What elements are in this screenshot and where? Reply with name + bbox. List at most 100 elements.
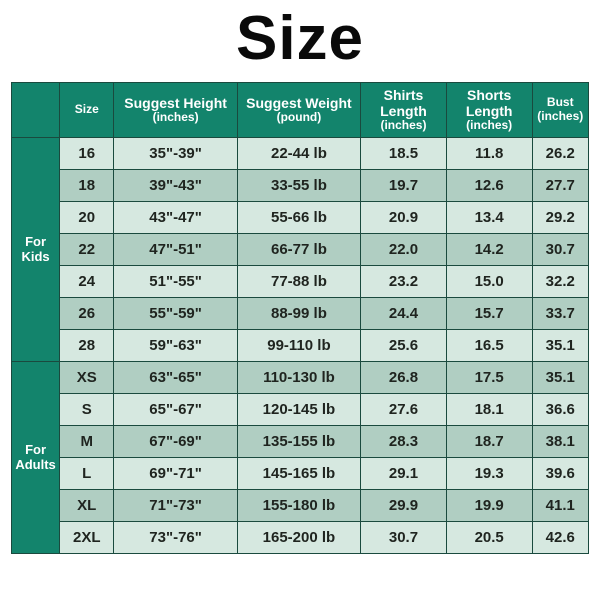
col-header-group bbox=[12, 83, 60, 138]
cell-short: 11.8 bbox=[446, 137, 532, 169]
table-row: 2247"-51"66-77 lb22.014.230.7 bbox=[12, 233, 589, 265]
cell-bust: 26.2 bbox=[532, 137, 588, 169]
cell-weight: 66-77 lb bbox=[237, 233, 360, 265]
cell-shirt: 25.6 bbox=[361, 329, 447, 361]
cell-height: 73"-76" bbox=[114, 521, 237, 553]
cell-bust: 29.2 bbox=[532, 201, 588, 233]
cell-short: 18.1 bbox=[446, 393, 532, 425]
page-title: Size bbox=[236, 3, 364, 74]
cell-height: 65"-67" bbox=[114, 393, 237, 425]
table-row: M67"-69"135-155 lb28.318.738.1 bbox=[12, 425, 589, 457]
cell-height: 35"-39" bbox=[114, 137, 237, 169]
cell-size: 26 bbox=[60, 297, 114, 329]
cell-height: 59"-63" bbox=[114, 329, 237, 361]
cell-size: 16 bbox=[60, 137, 114, 169]
table-row: 2859"-63"99-110 lb25.616.535.1 bbox=[12, 329, 589, 361]
table-row: ForAdultsXS63"-65"110-130 lb26.817.535.1 bbox=[12, 361, 589, 393]
table-row: 2451"-55"77-88 lb23.215.032.2 bbox=[12, 265, 589, 297]
table-row: XL71"-73"155-180 lb29.919.941.1 bbox=[12, 489, 589, 521]
cell-weight: 135-155 lb bbox=[237, 425, 360, 457]
col-header-weight: Suggest Weight(pound) bbox=[237, 83, 360, 138]
size-table-container: SizeSuggest Height(inches)Suggest Weight… bbox=[11, 82, 589, 554]
cell-short: 15.7 bbox=[446, 297, 532, 329]
cell-shirt: 29.9 bbox=[361, 489, 447, 521]
cell-weight: 33-55 lb bbox=[237, 169, 360, 201]
cell-short: 18.7 bbox=[446, 425, 532, 457]
cell-size: 18 bbox=[60, 169, 114, 201]
group-label: ForAdults bbox=[12, 361, 60, 553]
cell-size: 20 bbox=[60, 201, 114, 233]
col-header-size: Size bbox=[60, 83, 114, 138]
table-row: S65"-67"120-145 lb27.618.136.6 bbox=[12, 393, 589, 425]
cell-height: 51"-55" bbox=[114, 265, 237, 297]
col-header-shirt: Shirts Length(inches) bbox=[361, 83, 447, 138]
cell-short: 17.5 bbox=[446, 361, 532, 393]
cell-short: 19.3 bbox=[446, 457, 532, 489]
table-row: 2XL73"-76"165-200 lb30.720.542.6 bbox=[12, 521, 589, 553]
cell-bust: 32.2 bbox=[532, 265, 588, 297]
cell-weight: 77-88 lb bbox=[237, 265, 360, 297]
table-row: 2043"-47"55-66 lb20.913.429.2 bbox=[12, 201, 589, 233]
cell-shirt: 26.8 bbox=[361, 361, 447, 393]
table-row: 1839"-43"33-55 lb19.712.627.7 bbox=[12, 169, 589, 201]
cell-shirt: 20.9 bbox=[361, 201, 447, 233]
cell-weight: 22-44 lb bbox=[237, 137, 360, 169]
cell-bust: 33.7 bbox=[532, 297, 588, 329]
table-row: ForKids1635"-39"22-44 lb18.511.826.2 bbox=[12, 137, 589, 169]
cell-short: 19.9 bbox=[446, 489, 532, 521]
cell-short: 14.2 bbox=[446, 233, 532, 265]
cell-size: 22 bbox=[60, 233, 114, 265]
cell-size: 28 bbox=[60, 329, 114, 361]
cell-size: 2XL bbox=[60, 521, 114, 553]
cell-bust: 42.6 bbox=[532, 521, 588, 553]
cell-height: 55"-59" bbox=[114, 297, 237, 329]
cell-bust: 36.6 bbox=[532, 393, 588, 425]
cell-shirt: 22.0 bbox=[361, 233, 447, 265]
cell-bust: 41.1 bbox=[532, 489, 588, 521]
cell-short: 15.0 bbox=[446, 265, 532, 297]
cell-short: 12.6 bbox=[446, 169, 532, 201]
cell-bust: 38.1 bbox=[532, 425, 588, 457]
cell-shirt: 24.4 bbox=[361, 297, 447, 329]
col-header-short: Shorts Length(inches) bbox=[446, 83, 532, 138]
cell-weight: 155-180 lb bbox=[237, 489, 360, 521]
cell-bust: 35.1 bbox=[532, 361, 588, 393]
col-header-height: Suggest Height(inches) bbox=[114, 83, 237, 138]
cell-height: 71"-73" bbox=[114, 489, 237, 521]
cell-shirt: 30.7 bbox=[361, 521, 447, 553]
cell-bust: 35.1 bbox=[532, 329, 588, 361]
cell-short: 20.5 bbox=[446, 521, 532, 553]
cell-weight: 145-165 lb bbox=[237, 457, 360, 489]
col-header-bust: Bust(inches) bbox=[532, 83, 588, 138]
cell-shirt: 19.7 bbox=[361, 169, 447, 201]
cell-size: L bbox=[60, 457, 114, 489]
cell-height: 67"-69" bbox=[114, 425, 237, 457]
group-label: ForKids bbox=[12, 137, 60, 361]
cell-bust: 30.7 bbox=[532, 233, 588, 265]
header-row: SizeSuggest Height(inches)Suggest Weight… bbox=[12, 83, 589, 138]
cell-height: 39"-43" bbox=[114, 169, 237, 201]
size-table: SizeSuggest Height(inches)Suggest Weight… bbox=[11, 82, 589, 554]
cell-height: 69"-71" bbox=[114, 457, 237, 489]
cell-weight: 99-110 lb bbox=[237, 329, 360, 361]
cell-size: 24 bbox=[60, 265, 114, 297]
cell-bust: 39.6 bbox=[532, 457, 588, 489]
cell-height: 47"-51" bbox=[114, 233, 237, 265]
cell-weight: 110-130 lb bbox=[237, 361, 360, 393]
cell-height: 63"-65" bbox=[114, 361, 237, 393]
cell-weight: 55-66 lb bbox=[237, 201, 360, 233]
cell-size: XL bbox=[60, 489, 114, 521]
cell-weight: 88-99 lb bbox=[237, 297, 360, 329]
table-row: 2655"-59"88-99 lb24.415.733.7 bbox=[12, 297, 589, 329]
cell-shirt: 28.3 bbox=[361, 425, 447, 457]
cell-size: XS bbox=[60, 361, 114, 393]
table-row: L69"-71"145-165 lb29.119.339.6 bbox=[12, 457, 589, 489]
cell-size: M bbox=[60, 425, 114, 457]
cell-weight: 165-200 lb bbox=[237, 521, 360, 553]
cell-shirt: 27.6 bbox=[361, 393, 447, 425]
cell-short: 13.4 bbox=[446, 201, 532, 233]
cell-height: 43"-47" bbox=[114, 201, 237, 233]
cell-shirt: 18.5 bbox=[361, 137, 447, 169]
cell-bust: 27.7 bbox=[532, 169, 588, 201]
cell-short: 16.5 bbox=[446, 329, 532, 361]
